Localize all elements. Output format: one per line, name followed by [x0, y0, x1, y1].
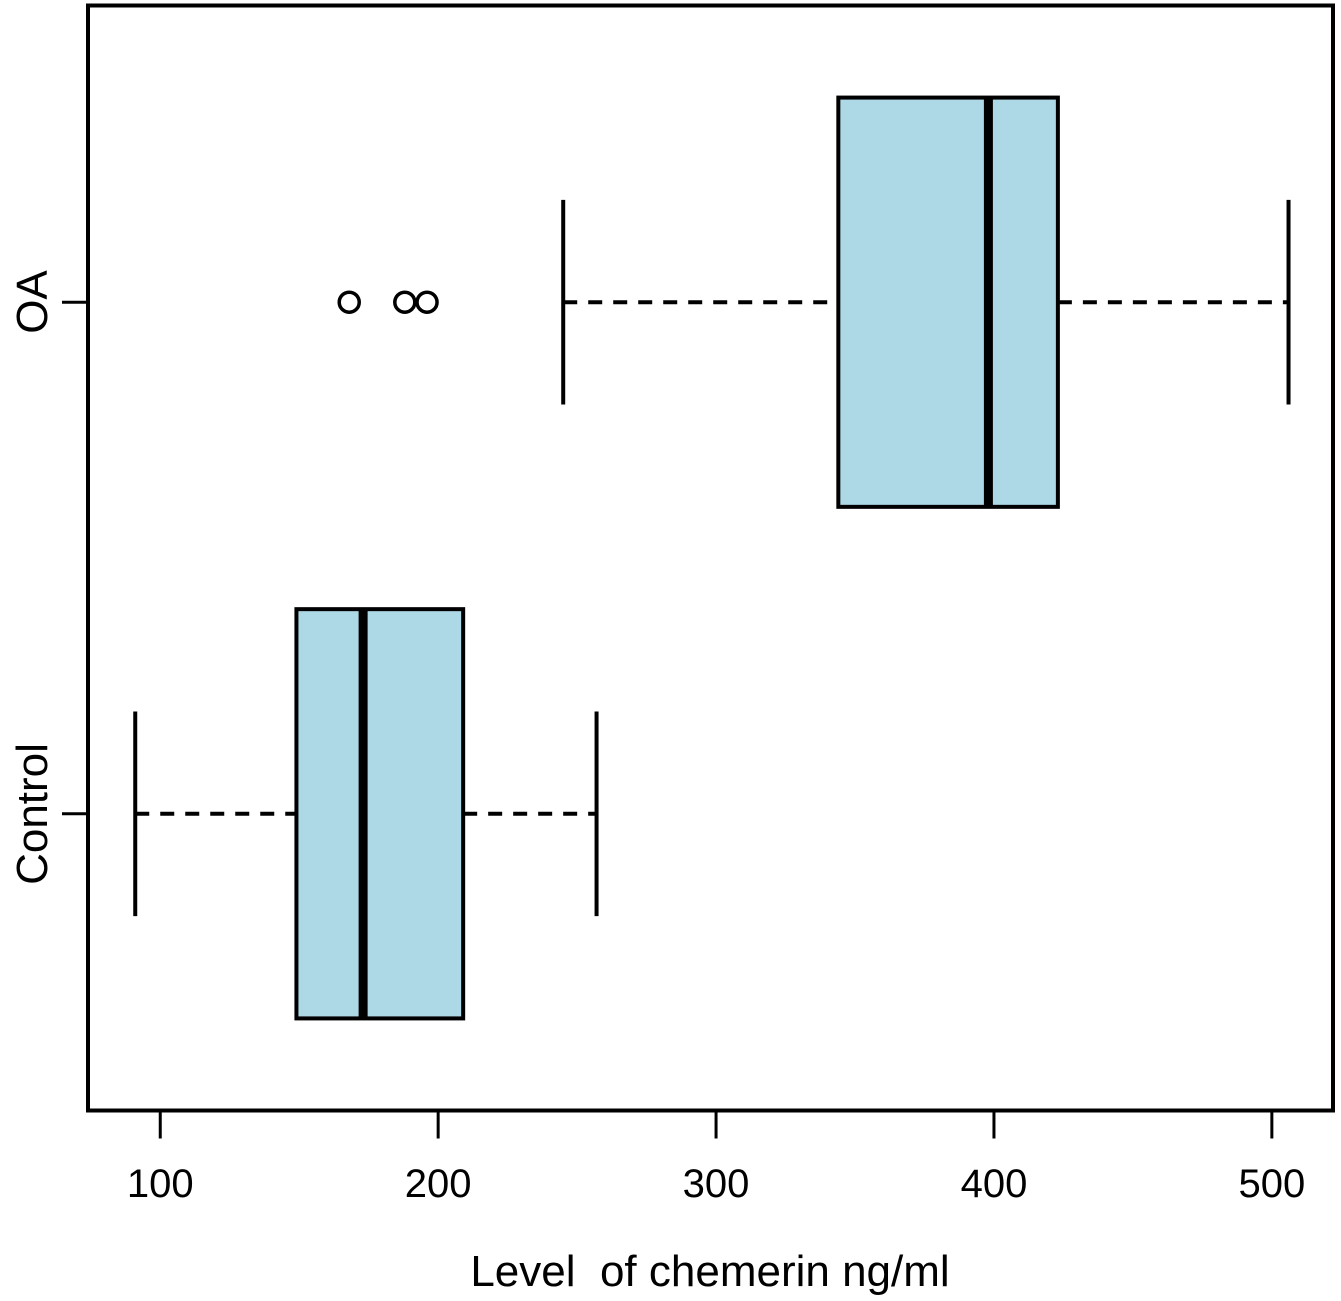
- x-axis-tick-label: 200: [405, 1162, 472, 1206]
- x-axis-tick-label: 500: [1238, 1162, 1305, 1206]
- iqr-box-oa: [836, 95, 1060, 509]
- x-axis-tick-label: 400: [961, 1162, 1028, 1206]
- iqr-box-control: [294, 607, 466, 1021]
- y-category-label-control: Control: [8, 742, 57, 885]
- y-category-label-oa: OA: [8, 270, 57, 334]
- x-axis-tick-label: 100: [127, 1162, 194, 1206]
- outlier-point-oa: [415, 290, 439, 314]
- plot-border: [86, 3, 1335, 1113]
- x-axis-title: Level of chemerin ng/ml: [470, 1247, 950, 1296]
- outlier-point-oa: [337, 290, 361, 314]
- outlier-point-oa: [393, 290, 417, 314]
- x-axis-tick-label: 300: [683, 1162, 750, 1206]
